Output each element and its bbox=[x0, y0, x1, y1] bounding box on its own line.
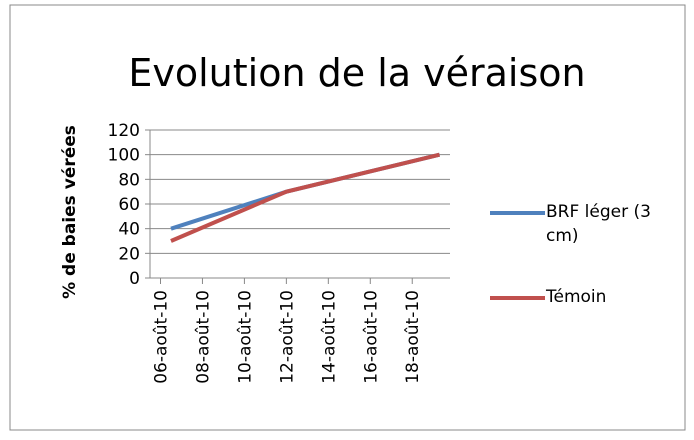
x-tick-label: 10-août-10 bbox=[235, 290, 255, 384]
y-tick-label: 100 bbox=[108, 146, 140, 166]
x-tick-label: 18-août-10 bbox=[403, 290, 423, 384]
y-tick-label: 80 bbox=[118, 170, 140, 190]
y-tick-label: 120 bbox=[108, 121, 140, 141]
y-tick-label: 20 bbox=[118, 244, 140, 264]
y-axis-label: % de baies vérées bbox=[60, 125, 80, 299]
y-tick-label: 60 bbox=[118, 195, 140, 215]
chart-title: Evolution de la véraison bbox=[128, 51, 585, 95]
y-tick-label: 40 bbox=[118, 220, 140, 240]
series-line bbox=[170, 152, 440, 243]
x-tick-label: 06-août-10 bbox=[151, 290, 171, 384]
x-tick-label: 16-août-10 bbox=[361, 290, 381, 384]
x-tick-label: 14-août-10 bbox=[319, 290, 339, 384]
x-tick-label: 08-août-10 bbox=[193, 290, 213, 384]
legend-label: BRF léger (3 cm) bbox=[546, 202, 651, 246]
y-tick-label: 0 bbox=[129, 269, 140, 289]
x-tick-label: 12-août-10 bbox=[277, 290, 297, 384]
legend-label: Témoin bbox=[546, 287, 607, 307]
chart-frame bbox=[9, 4, 686, 431]
